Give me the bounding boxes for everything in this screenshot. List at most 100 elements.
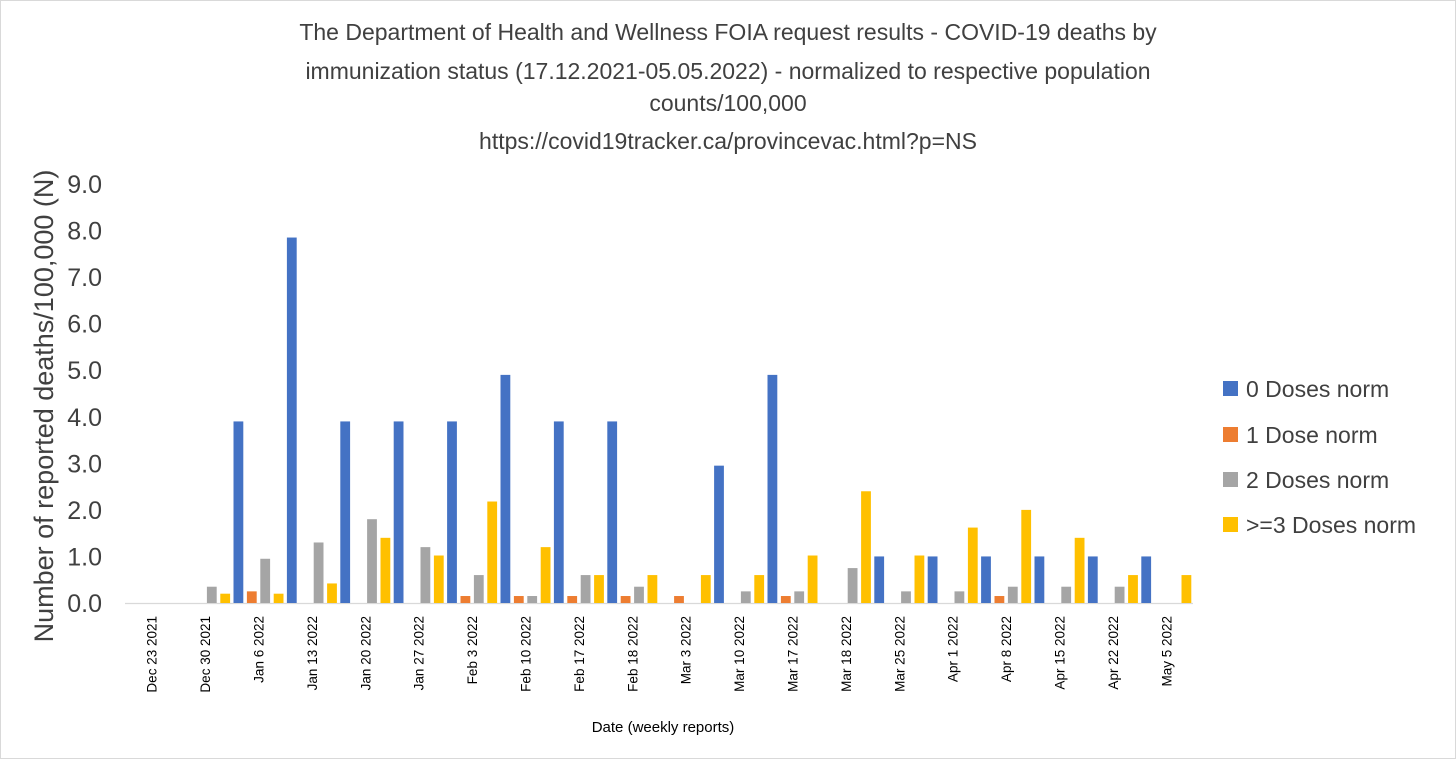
- x-tick-label: Mar 17 2022: [786, 616, 801, 692]
- legend-label: 2 Doses norm: [1246, 467, 1389, 493]
- bar-0-doses-norm-3: [286, 237, 297, 604]
- x-tick-label: Apr 1 2022: [946, 616, 961, 682]
- bar-0-doses-norm-6: [447, 421, 457, 603]
- bar-3-doses-norm-3: [327, 583, 337, 603]
- bar-0-doses-norm-18: [1087, 556, 1098, 603]
- bar-3-doses-norm-19: [1181, 575, 1192, 603]
- bar-0-doses-norm-12: [767, 374, 778, 603]
- bar-2-doses-norm-1: [206, 586, 217, 603]
- y-tick-label: 5.0: [67, 357, 102, 385]
- x-tick-label: Jan 20 2022: [358, 616, 373, 690]
- bar-0-doses-norm-4: [340, 421, 351, 603]
- x-tick-label: Feb 3 2022: [465, 616, 480, 684]
- bar-2-doses-norm-16: [1007, 586, 1018, 603]
- bar-2-doses-norm-18: [1114, 586, 1125, 603]
- bar-3-doses-norm-1: [220, 593, 231, 603]
- bar-0-doses-norm-17: [1034, 556, 1045, 603]
- bar-3-doses-norm-16: [1021, 509, 1032, 603]
- chart-title-line: The Department of Health and Wellness FO…: [299, 19, 1157, 45]
- bar-3-doses-norm-17: [1074, 537, 1085, 603]
- bar-3-doses-norm-13: [861, 491, 871, 603]
- bar-3-doses-norm-6: [487, 501, 498, 603]
- x-tick-label: Feb 18 2022: [625, 616, 640, 692]
- bar-2-doses-norm-7: [527, 596, 538, 603]
- y-tick-label: 1.0: [67, 543, 102, 571]
- bar-0-doses-norm-19: [1141, 556, 1152, 603]
- y-axis-title: Number of reported deaths/100,000 (N): [29, 170, 59, 643]
- bar-0-doses-norm-8: [553, 421, 564, 603]
- legend-label: >=3 Doses norm: [1246, 512, 1416, 538]
- bar-0-doses-norm-5: [393, 421, 404, 603]
- bar-2-doses-norm-14: [901, 591, 911, 603]
- bar-3-doses-norm-7: [540, 547, 551, 603]
- bar-2-doses-norm-8: [580, 575, 591, 603]
- bar-2-doses-norm-9: [634, 586, 644, 603]
- x-tick-label: Dec 30 2021: [198, 616, 213, 693]
- x-tick-label: Jan 6 2022: [252, 616, 267, 683]
- x-tick-label: Feb 17 2022: [572, 616, 587, 692]
- bar-2-doses-norm-12: [794, 591, 805, 603]
- bar-3-doses-norm-9: [647, 575, 658, 603]
- bar-2-doses-norm-6: [473, 575, 484, 603]
- axes: 0.0 1.0 2.0 3.0 4.0 5.0 6.0 7.0 8.0 9.0 Dec 23 202…: [29, 170, 1193, 736]
- bar-3-doses-norm-5: [433, 555, 444, 603]
- y-tick-label: 2.0: [67, 497, 102, 525]
- bar-3-doses-norm-8: [594, 575, 604, 603]
- x-tick-label: Dec 23 2021: [145, 616, 160, 693]
- legend-swatch: [1223, 427, 1238, 442]
- bar-1-dose-norm-8: [567, 596, 578, 603]
- x-tick-label: Apr 8 2022: [999, 616, 1014, 682]
- bar-2-doses-norm-5: [420, 547, 431, 603]
- x-axis-title: Date (weekly reports): [592, 719, 735, 736]
- chart-title-line: counts/100,000: [649, 90, 806, 116]
- y-tick-label: 3.0: [67, 450, 102, 478]
- x-tick-label: Mar 25 2022: [892, 616, 907, 692]
- bar-0-doses-norm-9: [607, 421, 618, 603]
- x-tick-label: Mar 3 2022: [679, 616, 694, 684]
- x-tick-label: May 5 2022: [1159, 616, 1174, 687]
- x-tick-label: Feb 10 2022: [519, 616, 534, 692]
- x-tick-label: Jan 27 2022: [412, 616, 427, 690]
- y-tick-label: 9.0: [67, 171, 102, 199]
- bar-2-doses-norm-11: [740, 591, 751, 603]
- bar-0-doses-norm-2: [233, 421, 244, 603]
- bar-2-doses-norm-15: [954, 591, 965, 603]
- bar-3-doses-norm-4: [380, 537, 391, 603]
- bar-1-dose-norm-7: [513, 596, 524, 603]
- bar-1-dose-norm-12: [780, 596, 791, 603]
- bar-1-dose-norm-10: [674, 596, 684, 603]
- y-tick-label: 8.0: [67, 218, 102, 246]
- y-tick-label: 4.0: [67, 404, 102, 432]
- legend-label: 0 Doses norm: [1246, 376, 1389, 402]
- y-tick-label: 0.0: [67, 590, 102, 618]
- bar-0-doses-norm-11: [714, 465, 724, 603]
- bars: [206, 237, 1192, 604]
- legend: 0 Doses norm 1 Dose norm 2 Doses norm >=3 D…: [1223, 376, 1416, 538]
- x-tick-label: Mar 10 2022: [732, 616, 747, 692]
- bar-1-dose-norm-16: [994, 596, 1005, 603]
- bar-0-doses-norm-15: [927, 556, 938, 603]
- bar-0-doses-norm-14: [874, 556, 885, 603]
- y-tick-label: 6.0: [67, 311, 102, 339]
- x-tick-label: Apr 15 2022: [1053, 616, 1068, 690]
- legend-swatch: [1223, 472, 1238, 487]
- bar-2-doses-norm-4: [367, 519, 377, 603]
- bar-2-doses-norm-3: [313, 542, 324, 603]
- bar-1-dose-norm-2: [246, 591, 257, 603]
- bar-3-doses-norm-14: [914, 555, 925, 603]
- bar-2-doses-norm-2: [260, 558, 271, 603]
- bar-3-doses-norm-12: [807, 555, 818, 603]
- x-tick-label: Jan 13 2022: [305, 616, 320, 690]
- legend-swatch: [1223, 381, 1238, 396]
- y-tick-label: 7.0: [67, 264, 102, 292]
- chart-title-line: immunization status (17.12.2021-05.05.20…: [305, 58, 1150, 84]
- bar-1-dose-norm-6: [460, 596, 471, 603]
- x-tick-label: Mar 18 2022: [839, 616, 854, 692]
- bar-3-doses-norm-11: [754, 575, 765, 603]
- x-tick-label: Apr 22 2022: [1106, 616, 1121, 690]
- bar-3-doses-norm-18: [1128, 575, 1138, 603]
- bar-3-doses-norm-15: [967, 527, 978, 603]
- chart-title-line: https://covid19tracker.ca/provincevac.ht…: [479, 128, 977, 154]
